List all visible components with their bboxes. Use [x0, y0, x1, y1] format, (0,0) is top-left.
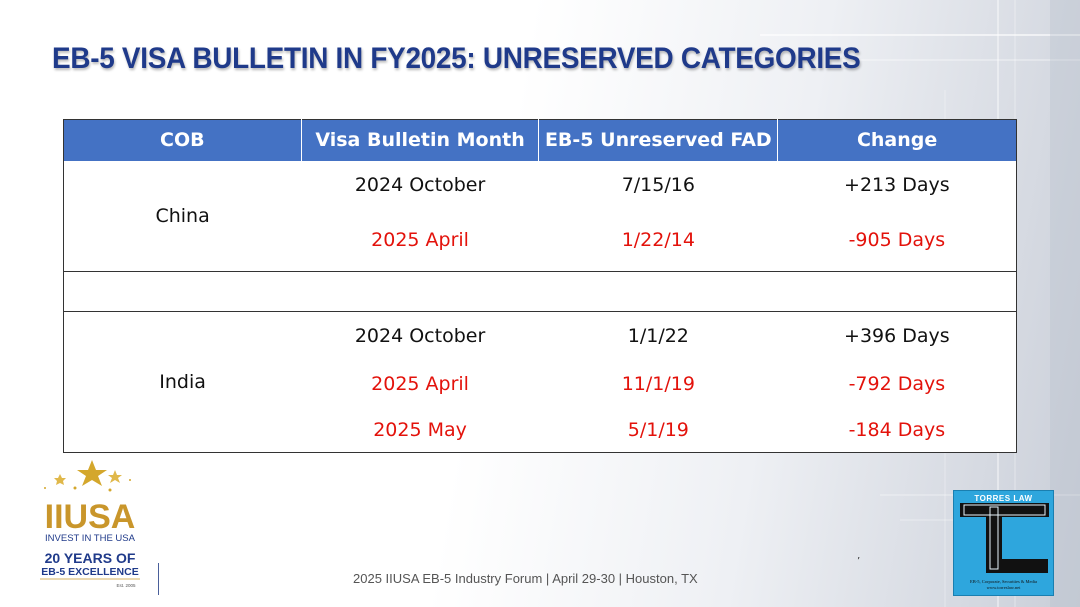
torres-law-url: www.torreslaw.net: [986, 585, 1021, 590]
month-cell: 2025 April: [371, 228, 469, 251]
torres-law-name: TORRES LAW: [974, 494, 1033, 503]
table-row-china-2: 2025 April 1/22/14 -905 Days: [64, 209, 1017, 272]
change-cell: -184 Days: [848, 418, 946, 441]
footer-divider: [158, 563, 159, 595]
table-row-india-2: 2025 April 11/1/19 -792 Days: [64, 360, 1017, 408]
header-visa-bulletin-month: Visa Bulletin Month: [301, 119, 540, 161]
svg-text:EB-5 EXCELLENCE: EB-5 EXCELLENCE: [41, 566, 138, 578]
change-cell: -905 Days: [848, 228, 946, 251]
month-cell: 2024 October: [354, 324, 486, 347]
fad-cell: 1/1/22: [627, 324, 689, 347]
table-row-china-1: China 2024 October 7/15/16 +213 Days: [64, 161, 1017, 227]
table-header-row: COB Visa Bulletin Month EB-5 Unreserved …: [63, 119, 1017, 161]
header-fad: EB-5 Unreserved FAD: [538, 119, 779, 161]
visa-bulletin-table: COB Visa Bulletin Month EB-5 Unreserved …: [63, 119, 1017, 453]
slide-title: EB-5 VISA BULLETIN IN FY2025: UNRESERVED…: [52, 42, 861, 75]
change-cell: +213 Days: [844, 173, 950, 196]
change-cell: +396 Days: [844, 324, 950, 347]
fad-cell: 5/1/19: [627, 418, 689, 441]
footer-text: 2025 IIUSA EB-5 Industry Forum | April 2…: [353, 571, 698, 586]
table-row-india-3: 2025 May 5/1/19 -184 Days: [64, 408, 1017, 453]
svg-text:20 YEARS OF: 20 YEARS OF: [45, 550, 136, 566]
svg-text:INVEST IN THE USA: INVEST IN THE USA: [45, 533, 136, 544]
table-row-india-1: India 2024 October 1/1/22 +396 Days: [64, 312, 1017, 393]
header-cob: COB: [63, 119, 302, 161]
star-icon: [44, 460, 131, 492]
iiusa-logo: IIUSA INVEST IN THE USA 20 YEARS OF EB-5…: [40, 460, 140, 588]
stray-mark: ’: [857, 556, 861, 567]
month-cell: 2024 October: [354, 173, 486, 196]
tl-monogram-icon: [960, 503, 1049, 573]
country-cell-china: China: [155, 204, 210, 227]
header-change: Change: [777, 119, 1017, 161]
torres-law-logo: TORRES LAW EB-5, Corporate, Securities &…: [953, 490, 1054, 596]
month-cell: 2025 May: [373, 418, 467, 441]
svg-text:IIUSA: IIUSA: [45, 498, 136, 536]
torres-law-subtitle: EB-5, Corporate, Securities & Media: [970, 579, 1037, 584]
fad-cell: 11/1/19: [621, 372, 695, 395]
fad-cell: 7/15/16: [621, 173, 695, 196]
change-cell: -792 Days: [848, 372, 946, 395]
table-spacer-row: [63, 271, 1017, 312]
svg-text:Est. 2005: Est. 2005: [116, 583, 136, 588]
fad-cell: 1/22/14: [621, 228, 695, 251]
month-cell: 2025 April: [371, 372, 469, 395]
country-cell-india: India: [159, 371, 206, 393]
